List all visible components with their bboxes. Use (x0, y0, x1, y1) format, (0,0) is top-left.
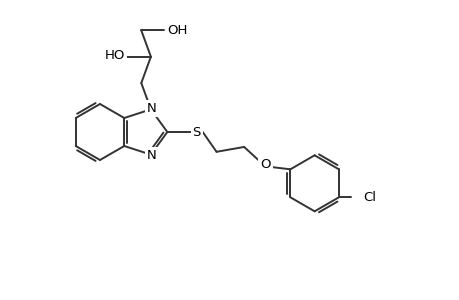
Text: OH: OH (168, 24, 188, 37)
Text: S: S (192, 125, 201, 139)
Text: N: N (147, 149, 157, 162)
Text: O: O (260, 158, 270, 171)
Text: Cl: Cl (362, 191, 375, 204)
Text: N: N (147, 102, 157, 115)
Text: HO: HO (105, 49, 125, 62)
